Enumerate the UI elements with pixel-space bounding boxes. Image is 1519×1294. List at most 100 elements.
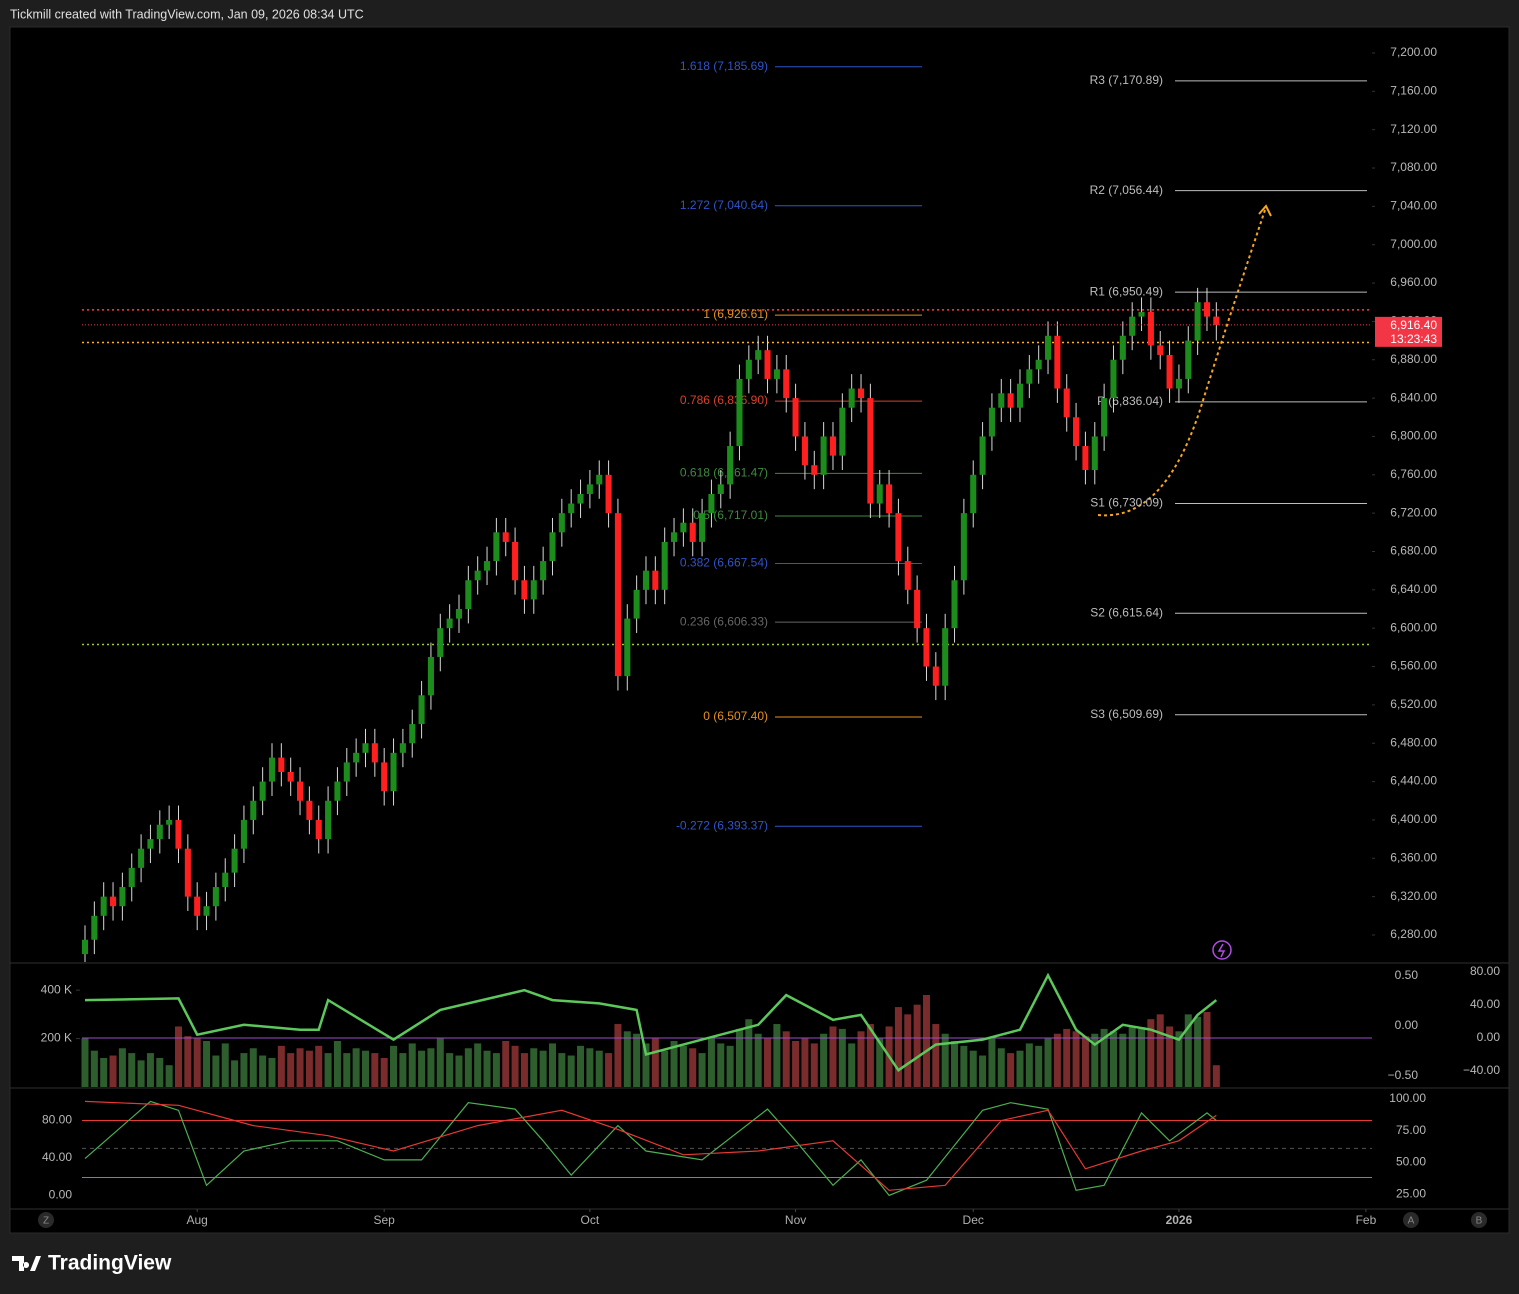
- volume-bar: [726, 1045, 734, 1087]
- volume-bar: [894, 1007, 902, 1087]
- volume-bar: [1072, 1031, 1080, 1087]
- candle-body: [829, 436, 837, 456]
- y-tick-label: 6,520.00: [1390, 697, 1437, 711]
- button-bg[interactable]: [1471, 1212, 1487, 1228]
- volume-bar: [203, 1040, 211, 1087]
- candle-body: [530, 580, 537, 600]
- volume-bar: [343, 1053, 351, 1087]
- candle-body: [325, 800, 332, 840]
- volume-bar: [764, 1038, 772, 1087]
- volume-bar: [773, 1024, 781, 1087]
- pivot-label: R2 (7,056.44): [1090, 183, 1163, 197]
- volume-bar: [801, 1038, 809, 1087]
- volume-bar: [679, 1045, 687, 1087]
- candle-body: [287, 771, 294, 782]
- volume-bar: [109, 1055, 117, 1087]
- volume-bar: [857, 1031, 865, 1087]
- button-label[interactable]: A: [1408, 1216, 1415, 1227]
- volume-bar: [455, 1055, 463, 1087]
- y-tick-label: 6,400.00: [1390, 812, 1437, 826]
- volume-bar: [390, 1045, 398, 1087]
- y2-tick-label: 0.00: [1395, 1018, 1419, 1032]
- candle-body: [222, 872, 229, 888]
- candle-body: [904, 561, 911, 590]
- candle-body: [876, 484, 883, 504]
- y-tick-label: 7,200.00: [1390, 45, 1437, 59]
- volume-bar: [1053, 1033, 1061, 1087]
- candle-body: [278, 757, 285, 772]
- volume-bar: [137, 1060, 145, 1087]
- candle-body: [857, 388, 865, 399]
- volume-bar: [605, 1053, 613, 1087]
- y-tick-label: 400 K: [41, 982, 72, 996]
- volume-bar: [1166, 1026, 1174, 1087]
- volume-bar: [511, 1045, 519, 1087]
- candle-body: [614, 513, 621, 677]
- volume-bar: [483, 1050, 491, 1087]
- volume-bar: [1081, 1036, 1089, 1087]
- header-title: Tickmill created with TradingView.com, J…: [10, 7, 364, 21]
- alert-icon[interactable]: [1212, 940, 1232, 960]
- candle-body: [624, 618, 631, 677]
- x-tick-label: Aug: [187, 1213, 208, 1227]
- volume-bar: [315, 1045, 323, 1087]
- candle-body: [306, 800, 313, 820]
- y-tick-label: 6,880.00: [1390, 352, 1437, 366]
- candle-body: [418, 695, 425, 725]
- candle-body: [998, 393, 1005, 408]
- x-tick-label: Feb: [1356, 1213, 1377, 1227]
- volume-bar: [399, 1053, 407, 1087]
- candle-body: [1147, 311, 1154, 346]
- candle-body: [1138, 311, 1145, 317]
- volume-bar: [651, 1038, 659, 1087]
- button-label[interactable]: B: [1476, 1216, 1483, 1227]
- candle-body: [110, 896, 117, 907]
- candle-body: [1082, 446, 1089, 471]
- button-bg[interactable]: [1403, 1212, 1419, 1228]
- button-bg[interactable]: [38, 1212, 54, 1228]
- candle-body: [923, 628, 930, 667]
- volume-bar: [492, 1053, 500, 1087]
- price-tag-value: 6,916.40: [1390, 318, 1437, 332]
- volume-bar: [128, 1053, 136, 1087]
- fib-label: 1.272 (7,040.64): [680, 198, 768, 212]
- volume-bar: [174, 1026, 182, 1087]
- candle-body: [764, 350, 771, 379]
- volume-bar: [81, 1038, 89, 1087]
- volume-bar: [520, 1053, 528, 1087]
- volume-bar: [1184, 1014, 1192, 1087]
- candle-body: [717, 484, 724, 494]
- volume-bar: [866, 1024, 874, 1087]
- volume-bar: [623, 1031, 631, 1087]
- candle-body: [932, 666, 939, 686]
- volume-bar: [717, 1043, 725, 1087]
- y-tick-label: 6,560.00: [1390, 659, 1437, 673]
- candle-body: [792, 398, 799, 437]
- projection-arrow: [1097, 209, 1266, 517]
- candle-body: [895, 513, 902, 562]
- volume-bar: [969, 1050, 977, 1087]
- volume-bar: [689, 1048, 697, 1087]
- x-tick-label: 2026: [1166, 1213, 1193, 1227]
- candle-body: [1054, 335, 1061, 389]
- candle-body: [568, 503, 575, 514]
- candle-body: [1026, 369, 1033, 384]
- candle-body: [1175, 378, 1182, 389]
- volume-bar: [474, 1043, 482, 1087]
- x-tick-label: Nov: [785, 1213, 806, 1227]
- candle-body: [203, 906, 210, 916]
- footer-logo: TradingView: [12, 1252, 172, 1275]
- candle-body: [699, 513, 706, 542]
- candle-body: [240, 819, 247, 849]
- fib-label: 0.618 (6,761.47): [680, 466, 768, 480]
- volume-bar: [118, 1048, 126, 1087]
- candle-body: [100, 896, 107, 916]
- candle-body: [194, 896, 201, 916]
- candle-body: [652, 570, 659, 590]
- candle-body: [1119, 335, 1126, 360]
- button-label[interactable]: Z: [43, 1216, 49, 1227]
- volume-bar: [436, 1038, 444, 1087]
- volume-bar: [165, 1065, 173, 1087]
- candle-body: [577, 493, 584, 504]
